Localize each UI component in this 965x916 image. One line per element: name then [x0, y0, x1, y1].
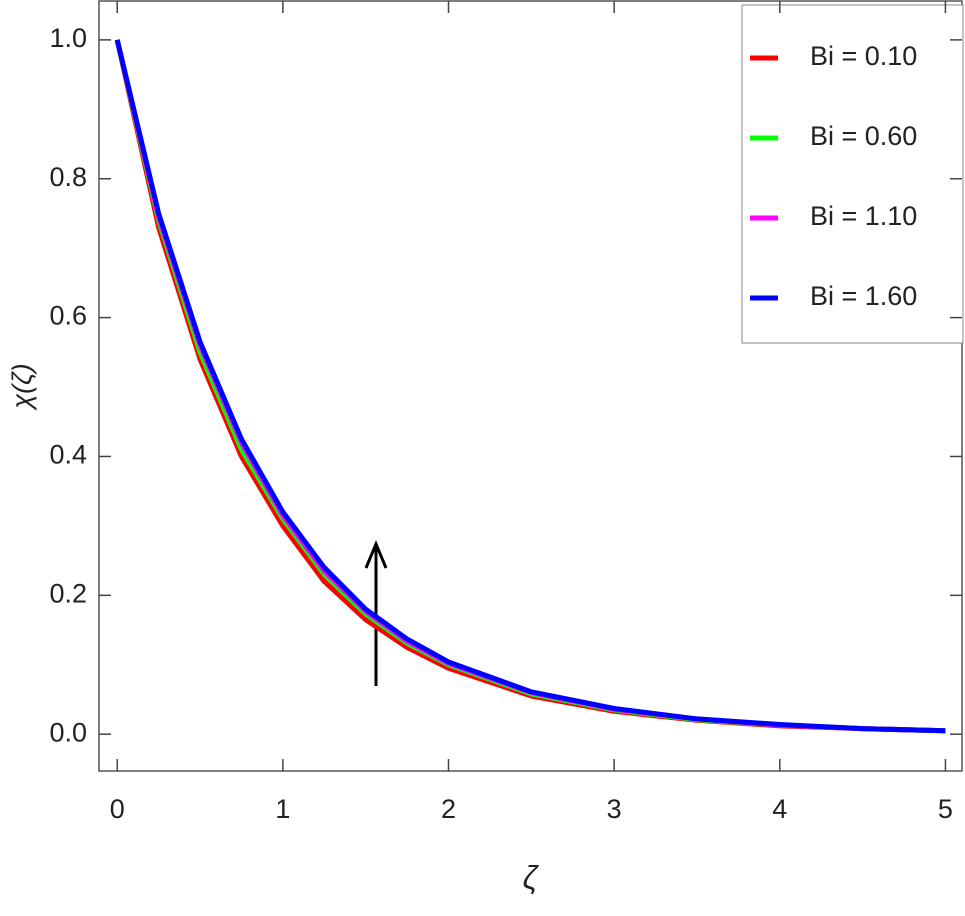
y-tick-label: 0.8 — [49, 162, 87, 192]
y-tick-label: 0.4 — [49, 440, 87, 470]
x-tick-label: 1 — [275, 794, 290, 824]
y-tick-label: 0.2 — [49, 578, 87, 608]
y-tick-label: 0.0 — [49, 717, 87, 747]
plot-area — [114, 39, 946, 734]
legend-label: Bi = 0.60 — [810, 121, 917, 151]
series-line — [114, 39, 946, 734]
plot-frame — [98, 0, 963, 772]
y-tick-label: 1.0 — [49, 23, 87, 53]
legend — [741, 4, 964, 344]
x-tick-label: 3 — [607, 794, 622, 824]
x-tick-label: 2 — [441, 794, 456, 824]
legend-label: Bi = 1.60 — [810, 281, 917, 311]
x-tick-label: 4 — [772, 794, 787, 824]
x-tick-label: 0 — [110, 794, 125, 824]
legend-label: Bi = 0.10 — [810, 41, 917, 71]
legend-label: Bi = 1.10 — [810, 201, 917, 231]
y-axis-label: χ(ζ) — [7, 363, 37, 410]
y-tick-label: 0.6 — [49, 301, 87, 331]
x-axis-label: ζ — [523, 859, 540, 895]
x-tick-label: 5 — [938, 794, 953, 824]
